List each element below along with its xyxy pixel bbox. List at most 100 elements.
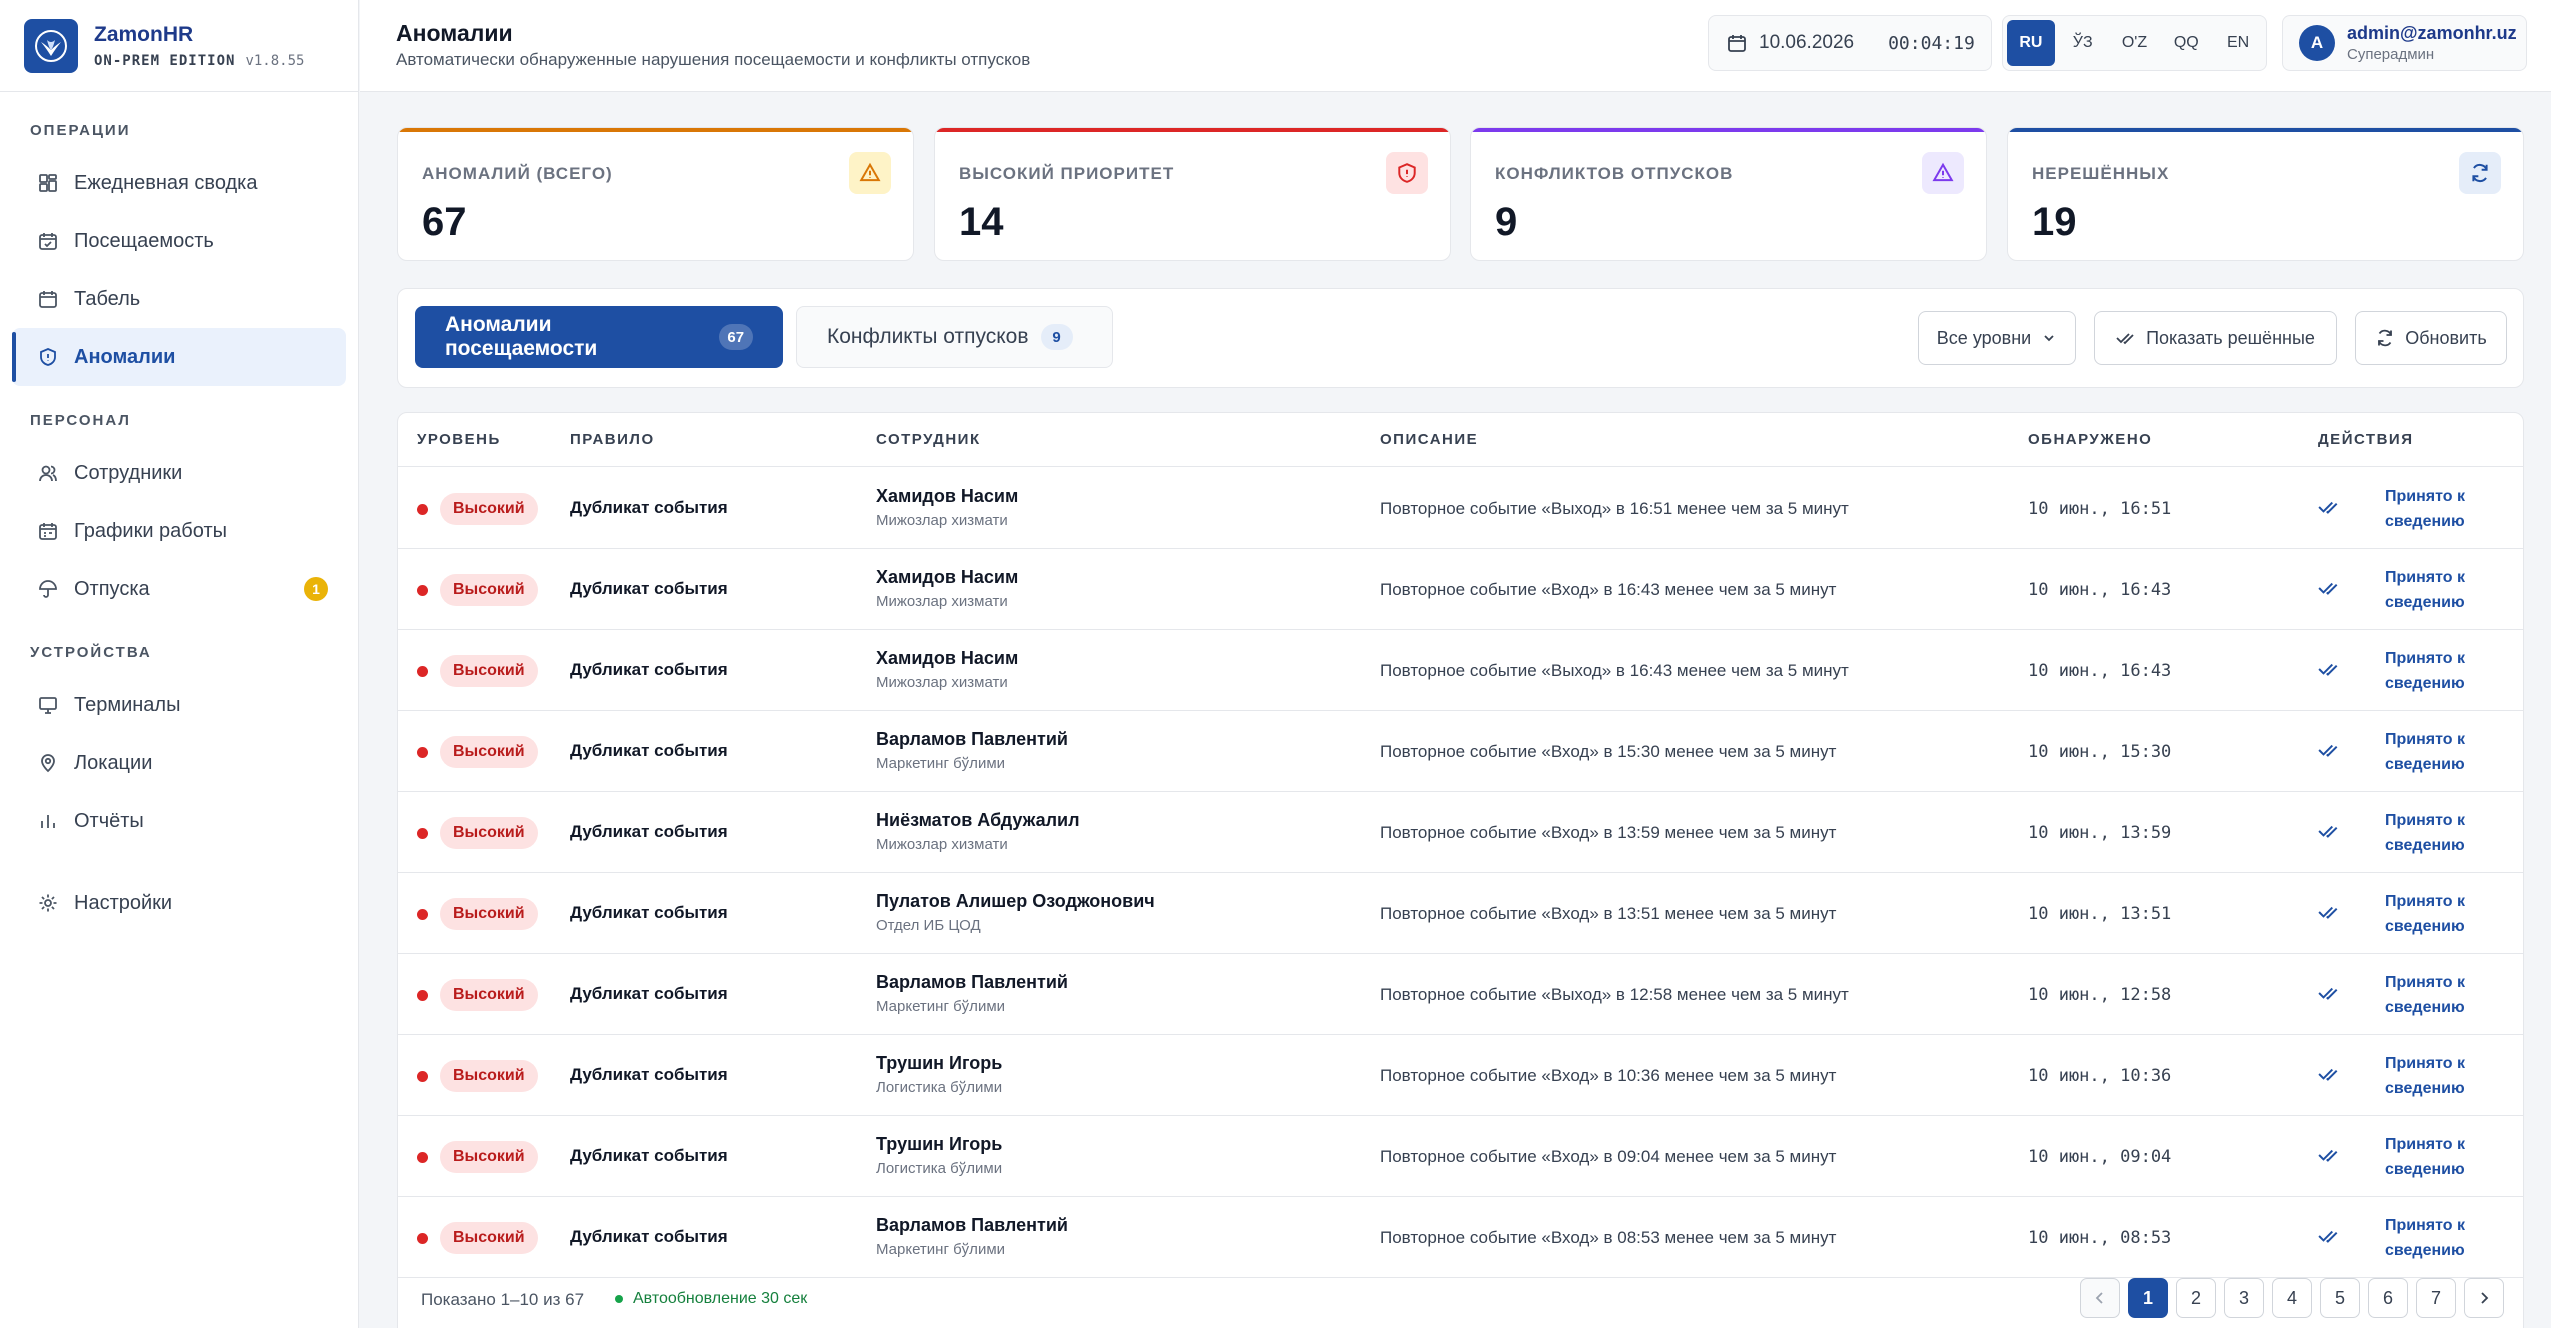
double-check-icon[interactable] [2318,1227,2340,1249]
acknowledge-link[interactable]: Принято к сведению [2385,488,2465,530]
tab-count: 9 [1040,324,1073,350]
double-check-icon[interactable] [2318,1146,2340,1168]
lang-ru-button[interactable]: RU [2007,20,2055,66]
severity-badge: Высокий [440,574,538,606]
vacations-badge: 1 [304,577,328,601]
bar-chart-icon [36,809,60,833]
sidebar-item-attendance[interactable]: Посещаемость [12,212,346,270]
date-time-display[interactable]: 10.06.2026 00:04:19 [1708,15,1992,71]
acknowledge-link[interactable]: Принято к сведению [2385,569,2465,611]
double-check-icon [2116,330,2136,346]
sidebar-item-terminals[interactable]: Терминалы [12,676,346,734]
lang-qq-button[interactable]: QQ [2173,34,2199,51]
acknowledge-link[interactable]: Принято к сведению [2385,1217,2465,1259]
detected-time: 10 июн., 10:36 [2028,1066,2172,1086]
column-header-detected[interactable]: ОБНАРУЖЕНО [2028,431,2153,448]
sidebar-item-employees[interactable]: Сотрудники [12,444,346,502]
employee-name[interactable]: Варламов Павлентий [876,729,1068,749]
rule-name: Дубликат события [570,498,728,517]
detected-time: 10 июн., 12:58 [2028,985,2172,1005]
language-switcher: RU ЎЗ O'Z QQ EN [2002,15,2267,71]
lang-uz-cyrl-button[interactable]: ЎЗ [2072,34,2093,51]
sidebar-item-label: Графики работы [74,519,227,542]
column-header-description[interactable]: ОПИСАНИЕ [1380,431,1479,448]
rule-name: Дубликат события [570,579,728,598]
tab-attendance-anomalies[interactable]: Аномалии посещаемости 67 [415,306,783,368]
employee-name[interactable]: Варламов Павлентий [876,972,1068,992]
employee-name[interactable]: Пулатов Алишер Озоджонович [876,891,1155,911]
detected-time: 10 июн., 13:59 [2028,823,2172,843]
employee-department: Мижозлар хизмати [876,836,1008,853]
acknowledge-link[interactable]: Принято к сведению [2385,650,2465,692]
double-check-icon[interactable] [2318,903,2340,925]
column-header-level[interactable]: УРОВЕНЬ [417,431,501,448]
employee-name[interactable]: Хамидов Насим [876,648,1019,668]
employee-name[interactable]: Ниёзматов Абдужалил [876,810,1080,830]
column-header-employee[interactable]: СОТРУДНИК [876,431,981,448]
double-check-icon[interactable] [2318,741,2340,763]
refresh-button[interactable]: Обновить [2355,311,2507,365]
double-check-icon[interactable] [2318,498,2340,520]
double-check-icon[interactable] [2318,579,2340,601]
prev-page-button[interactable] [2080,1278,2120,1318]
logo-icon[interactable] [24,18,78,73]
double-check-icon[interactable] [2318,660,2340,682]
sidebar-item-schedules[interactable]: Графики работы [12,502,346,560]
severity-dot [417,1233,428,1244]
double-check-icon[interactable] [2318,984,2340,1006]
lang-en-button[interactable]: EN [2226,34,2250,51]
rule-name: Дубликат события [570,741,728,760]
page-button-4[interactable]: 4 [2272,1278,2312,1318]
sidebar-item-settings[interactable]: Настройки [12,874,346,932]
severity-badge: Высокий [440,1141,538,1173]
sidebar-item-reports[interactable]: Отчёты [12,792,346,850]
employee-department: Мижозлар хизмати [876,512,1008,529]
page-button-2[interactable]: 2 [2176,1278,2216,1318]
severity-dot [417,666,428,677]
acknowledge-link[interactable]: Принято к сведению [2385,893,2465,935]
employee-department: Мижозлар хизмати [876,674,1008,691]
calendar-check-icon [36,229,60,253]
employee-name[interactable]: Трушин Игорь [876,1134,1003,1154]
acknowledge-link[interactable]: Принято к сведению [2385,974,2465,1016]
sidebar-item-daily-summary[interactable]: Ежедневная сводка [12,154,346,212]
employee-name[interactable]: Варламов Павлентий [876,1215,1068,1235]
double-check-icon[interactable] [2318,1065,2340,1087]
level-select[interactable]: Все уровни [1918,311,2076,365]
severity-badge: Высокий [440,493,538,525]
next-page-button[interactable] [2464,1278,2504,1318]
acknowledge-link[interactable]: Принято к сведению [2385,812,2465,854]
sidebar-item-vacations[interactable]: Отпуска 1 [12,560,346,618]
table-row: Высокий Дубликат события Варламов Павленти… [398,711,2523,792]
double-check-icon[interactable] [2318,822,2340,844]
acknowledge-link[interactable]: Принято к сведению [2385,1055,2465,1097]
detected-time: 10 июн., 16:51 [2028,499,2172,519]
acknowledge-link[interactable]: Принято к сведению [2385,1136,2465,1178]
user-email: admin@zamonhr.uz [2347,23,2517,43]
employee-name[interactable]: Хамидов Насим [876,567,1019,587]
acknowledge-link[interactable]: Принято к сведению [2385,731,2465,773]
show-resolved-button[interactable]: Показать решённые [2094,311,2337,365]
page-button-5[interactable]: 5 [2320,1278,2360,1318]
employee-department: Мижозлар хизмати [876,593,1008,610]
page-button-1[interactable]: 1 [2128,1278,2168,1318]
anomaly-description: Повторное событие «Вход» в 13:59 менее ч… [1380,823,1837,842]
chevron-right-icon [2481,1292,2489,1304]
lang-uz-latn-button[interactable]: O'Z [2121,34,2148,51]
employee-name[interactable]: Трушин Игорь [876,1053,1003,1073]
user-menu[interactable]: A admin@zamonhr.uz Суперадмин [2282,15,2527,71]
sidebar-item-anomalies[interactable]: Аномалии [12,328,346,386]
sidebar-item-timesheet[interactable]: Табель [12,270,346,328]
pagination: 1 2 3 4 5 6 7 [2080,1278,2504,1318]
page-button-3[interactable]: 3 [2224,1278,2264,1318]
sidebar-item-locations[interactable]: Локации [12,734,346,792]
table-row: Высокий Дубликат события Варламов Павленти… [398,1197,2523,1278]
tab-vacation-conflicts[interactable]: Конфликты отпусков 9 [796,306,1113,368]
page-button-7[interactable]: 7 [2416,1278,2456,1318]
shield-alert-icon [1386,152,1428,194]
employee-name[interactable]: Хамидов Насим [876,486,1019,506]
page-button-6[interactable]: 6 [2368,1278,2408,1318]
column-header-rule[interactable]: ПРАВИЛО [570,431,655,448]
anomaly-description: Повторное событие «Вход» в 10:36 менее ч… [1380,1066,1837,1085]
anomaly-description: Повторное событие «Вход» в 08:53 менее ч… [1380,1228,1837,1247]
